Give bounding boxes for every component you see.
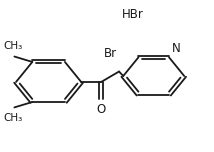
Text: CH₃: CH₃ (4, 113, 23, 123)
Text: HBr: HBr (122, 8, 144, 21)
Text: CH₃: CH₃ (4, 41, 23, 51)
Text: N: N (171, 42, 180, 55)
Text: Br: Br (104, 47, 117, 60)
Text: O: O (97, 103, 106, 116)
